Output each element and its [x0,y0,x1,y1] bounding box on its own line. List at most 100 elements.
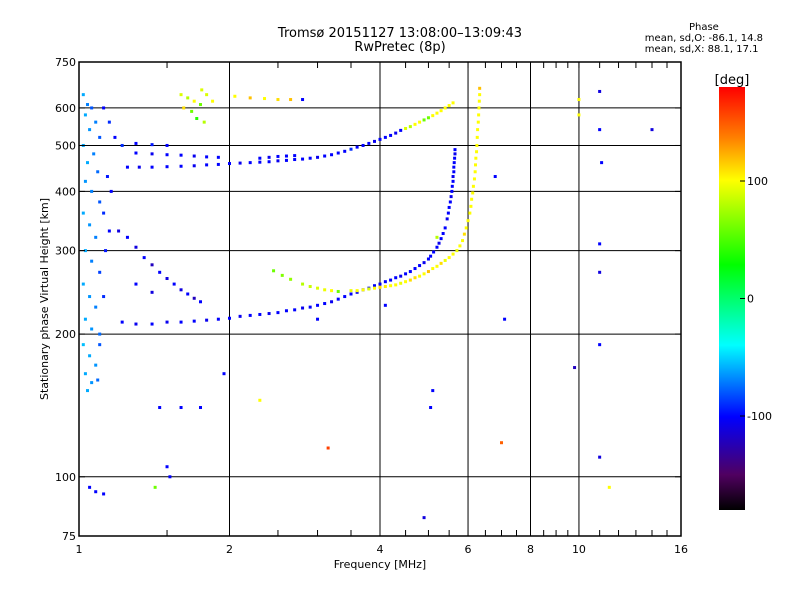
echo-point [573,366,577,370]
echo-point [493,175,497,179]
axis-ticks: 1 2 4 6 8 10 16 75 100 200 300 400 500 600 750 [55,56,688,556]
echo-point [179,164,183,168]
echo-point [90,106,94,110]
echo-point [577,113,581,117]
colorbar-tick-label: 0 [747,293,754,306]
echo-point [165,153,169,157]
echo-point [238,161,242,165]
echo-point [186,292,190,296]
echo-point [125,235,129,239]
echo-point [88,128,92,132]
echo-point [399,128,403,132]
echo-point [316,155,320,159]
echo-point [276,98,280,102]
echo-point [179,93,183,97]
echo-point [435,235,439,239]
echo-point [431,267,435,271]
echo-point [182,106,186,110]
echo-point [195,116,199,120]
echo-point [394,276,398,280]
echo-point [83,372,87,376]
echo-point [413,276,417,280]
echo-point [448,200,452,204]
echo-point [475,150,479,154]
echo-point [98,343,102,347]
echo-point [439,109,443,113]
echo-point [199,300,203,304]
echo-point [137,165,141,169]
echo-point [378,285,382,289]
echo-point [431,114,435,118]
echo-point [98,200,102,204]
echo-point [598,343,602,347]
echo-point [474,163,478,167]
echo-point [449,195,453,199]
colorbar-ticks: 100 0 -100 [740,175,772,423]
echo-point [248,161,252,165]
echo-point [158,270,162,274]
echo-point [192,296,196,300]
echo-point [263,97,267,101]
echo-point [105,175,109,179]
echo-point [473,170,477,174]
echo-point [475,135,479,139]
echo-point [267,155,271,159]
echo-point [134,151,138,155]
echo-point [134,245,138,249]
echo-point [258,156,262,160]
echo-point [81,282,85,286]
echo-point [478,86,482,90]
echo-point [248,96,252,100]
echo-point [476,120,480,124]
echo-point [383,303,387,307]
echo-point [120,320,124,324]
echo-point [168,475,172,479]
echo-point [373,284,377,288]
echo-point [452,165,456,169]
echo-point [429,406,433,410]
y-tick-label: 100 [55,471,76,484]
echo-point [383,285,387,289]
echo-point [404,272,408,276]
echo-point [598,89,602,93]
echo-point [445,217,449,221]
echo-point [248,313,252,317]
echo-point [113,135,117,139]
echo-point [478,93,482,97]
echo-point [500,441,504,445]
x-tick-label: 2 [226,543,233,556]
echo-point [443,226,447,230]
echo-point [94,305,98,309]
echo-point [233,94,237,98]
y-axis-label: Stationary phase Virtual Height [km] [38,198,51,400]
echo-point [216,155,220,159]
colorbar-tick-label: -100 [747,410,772,423]
echo-point [452,170,456,174]
echo-point [158,406,162,410]
echo-point [301,98,305,102]
echo-point [179,320,183,324]
echo-point [451,175,455,179]
echo-point [330,300,334,304]
echo-point [199,406,203,410]
echo-point [284,154,288,158]
echo-point [471,184,475,188]
echo-point [202,120,206,124]
echo-point [200,88,204,92]
echo-point [205,155,209,159]
echo-point [293,154,297,158]
x-tick-label: 16 [674,543,688,556]
echo-point [389,284,393,288]
echo-point [102,295,106,299]
phase-stats-title: Phase [688,22,719,33]
echo-point [426,270,430,274]
echo-point [426,116,430,120]
echo-point [205,93,209,97]
echo-point [96,170,100,174]
echo-point [422,118,426,122]
echo-point [336,151,340,155]
x-tick-label: 4 [377,543,384,556]
echo-point [367,141,371,145]
echo-point [81,211,85,215]
